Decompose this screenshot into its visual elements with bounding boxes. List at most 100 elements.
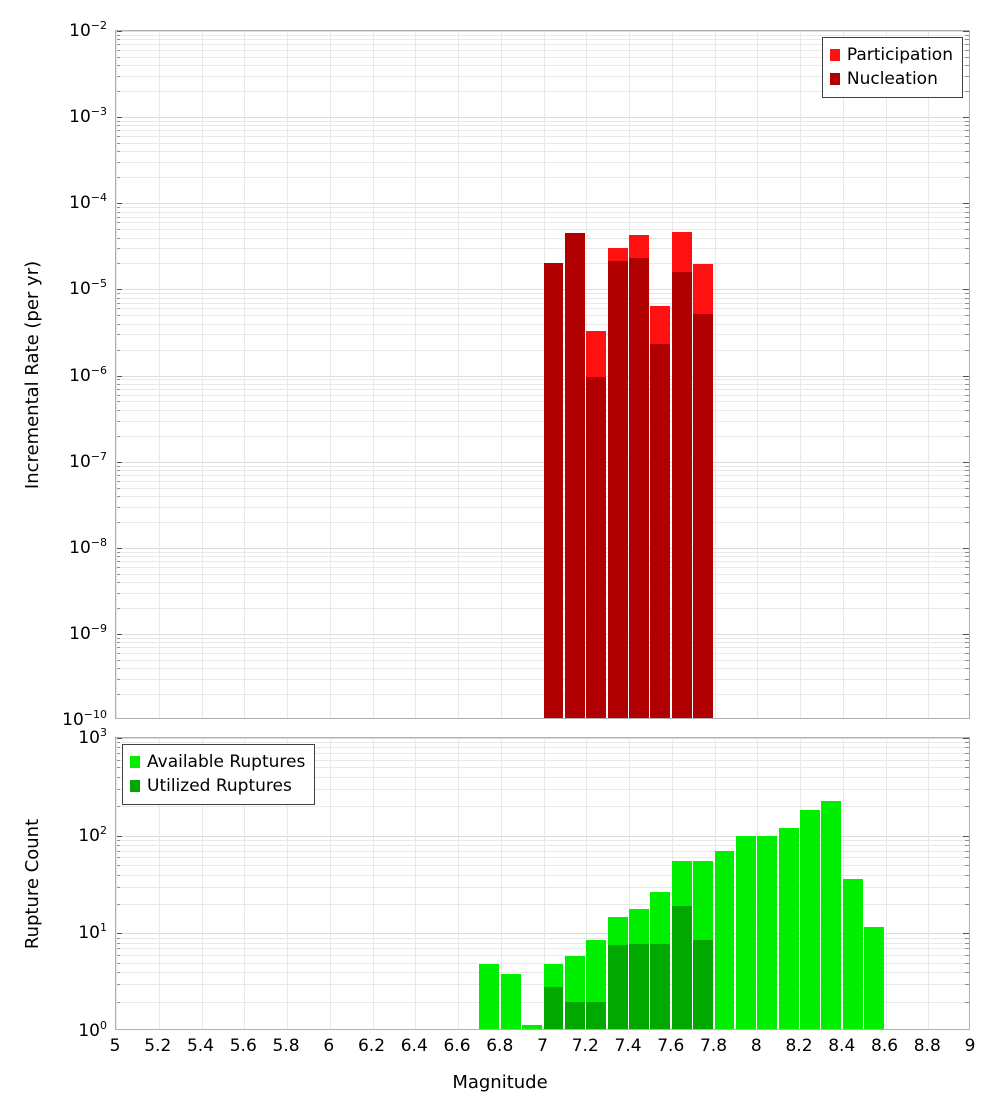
- y-tick-mark-minor: [116, 125, 120, 127]
- bar-segment-foreground: [607, 261, 628, 718]
- gridline-minor: [116, 767, 969, 769]
- y-tick-mark-minor: [116, 469, 120, 471]
- y-tick-mark-minor: [116, 607, 120, 609]
- y-tick-mark-minor: [116, 592, 120, 594]
- gridline-vertical: [116, 738, 117, 1029]
- gridline-minor: [116, 474, 969, 476]
- y-tick-mark: [963, 375, 969, 377]
- gridline-minor: [116, 566, 969, 568]
- y-tick-mark: [963, 461, 969, 463]
- y-tick-mark-minor: [116, 323, 120, 325]
- y-tick-mark-minor: [116, 694, 120, 696]
- gridline-minor: [116, 383, 969, 385]
- gridline-minor: [116, 394, 969, 396]
- x-tick-label: 8.8: [913, 1036, 941, 1056]
- x-tick-label: 6: [323, 1036, 335, 1056]
- y-tick-mark-minor: [116, 937, 120, 939]
- y-tick-mark-minor: [116, 151, 120, 153]
- gridline-vertical: [372, 738, 374, 1029]
- y-tick-mark-minor: [965, 379, 969, 381]
- gridline-minor: [116, 308, 969, 310]
- gridline-vertical: [329, 738, 331, 1029]
- gridline-vertical: [415, 31, 417, 718]
- y-tick-mark-minor: [965, 293, 969, 295]
- gridline-minor: [116, 874, 969, 876]
- y-tick-mark-minor: [116, 659, 120, 661]
- bar-segment-foreground: [629, 944, 649, 1029]
- gridline-minor: [116, 561, 969, 563]
- y-tick-mark-minor: [965, 962, 969, 964]
- y-tick-mark-minor: [965, 582, 969, 584]
- y-tick-mark-minor: [116, 480, 120, 482]
- gridline-minor: [116, 506, 969, 508]
- y-tick-mark-minor: [116, 216, 120, 218]
- y-tick-label: 10−6: [69, 363, 107, 386]
- y-tick-mark-minor: [116, 465, 120, 467]
- gridline-major: [116, 375, 969, 377]
- gridline-minor: [116, 857, 969, 859]
- y-tick-mark-minor: [965, 435, 969, 437]
- y-tick-mark: [963, 203, 969, 205]
- x-tick-label: 8.6: [870, 1036, 899, 1056]
- gridline-major: [116, 31, 969, 32]
- gridline-minor: [116, 592, 969, 594]
- gridline-vertical: [158, 738, 160, 1029]
- gridline-minor: [116, 642, 969, 644]
- gridline-minor: [116, 248, 969, 250]
- y-tick-label: 10−9: [69, 622, 107, 644]
- gridline-vertical: [329, 31, 331, 718]
- y-tick-label: 10−2: [69, 19, 107, 41]
- y-tick-mark-minor: [116, 551, 120, 553]
- gridline-vertical: [928, 738, 930, 1029]
- gridline-minor: [116, 659, 969, 661]
- y-tick-mark-minor: [965, 694, 969, 696]
- y-tick-mark-minor: [965, 207, 969, 209]
- y-tick-mark-minor: [965, 474, 969, 476]
- gridline-minor: [116, 76, 969, 78]
- y-tick-mark-minor: [965, 659, 969, 661]
- y-tick-mark-minor: [965, 480, 969, 482]
- y-tick-mark-minor: [116, 302, 120, 304]
- gridline-minor: [116, 435, 969, 437]
- gridline-major: [116, 547, 969, 549]
- y-tick-mark-minor: [965, 637, 969, 639]
- gridline-vertical: [244, 738, 246, 1029]
- y-tick-mark-minor: [116, 474, 120, 476]
- bar-segment-background: [864, 927, 884, 1029]
- y-tick-mark-minor: [116, 39, 120, 41]
- bar-segment-background: [714, 851, 735, 1029]
- y-tick-mark-minor: [116, 56, 120, 58]
- y-tick-mark-minor: [116, 948, 120, 950]
- gridline-minor: [116, 556, 969, 558]
- y-tick-mark-minor: [965, 56, 969, 58]
- y-tick-mark-minor: [116, 668, 120, 670]
- gridline-minor: [116, 409, 969, 411]
- y-tick-label: 10−5: [69, 277, 107, 300]
- gridline-vertical: [458, 738, 459, 1029]
- gridline-minor: [116, 162, 969, 164]
- y-tick-mark-minor: [116, 420, 120, 422]
- y-tick-mark-minor: [965, 136, 969, 138]
- bar-group: [586, 31, 607, 718]
- y-tick-mark-minor: [965, 942, 969, 944]
- gridline-minor: [116, 211, 969, 213]
- bar-group: [500, 738, 521, 1029]
- gridline-minor: [116, 177, 969, 179]
- y-tick-mark-minor: [965, 753, 969, 755]
- gridline-minor: [116, 151, 969, 153]
- y-tick-mark-minor: [965, 487, 969, 489]
- x-tick-label: 5.4: [186, 1036, 215, 1056]
- gridline-minor: [116, 401, 969, 403]
- y-tick-mark-minor: [116, 857, 120, 859]
- y-tick-mark-minor: [116, 955, 120, 956]
- y-tick-label: 102: [78, 823, 107, 846]
- y-tick-mark-minor: [116, 984, 120, 986]
- y-tick-label: 10−3: [69, 105, 107, 127]
- y-tick-mark-minor: [965, 34, 969, 36]
- gridline-vertical: [885, 31, 887, 718]
- y-tick-mark-minor: [116, 845, 120, 847]
- gridline-major: [116, 738, 969, 739]
- y-tick-mark-minor: [965, 806, 969, 808]
- y-tick-mark-minor: [116, 742, 120, 744]
- y-tick-mark-minor: [965, 668, 969, 670]
